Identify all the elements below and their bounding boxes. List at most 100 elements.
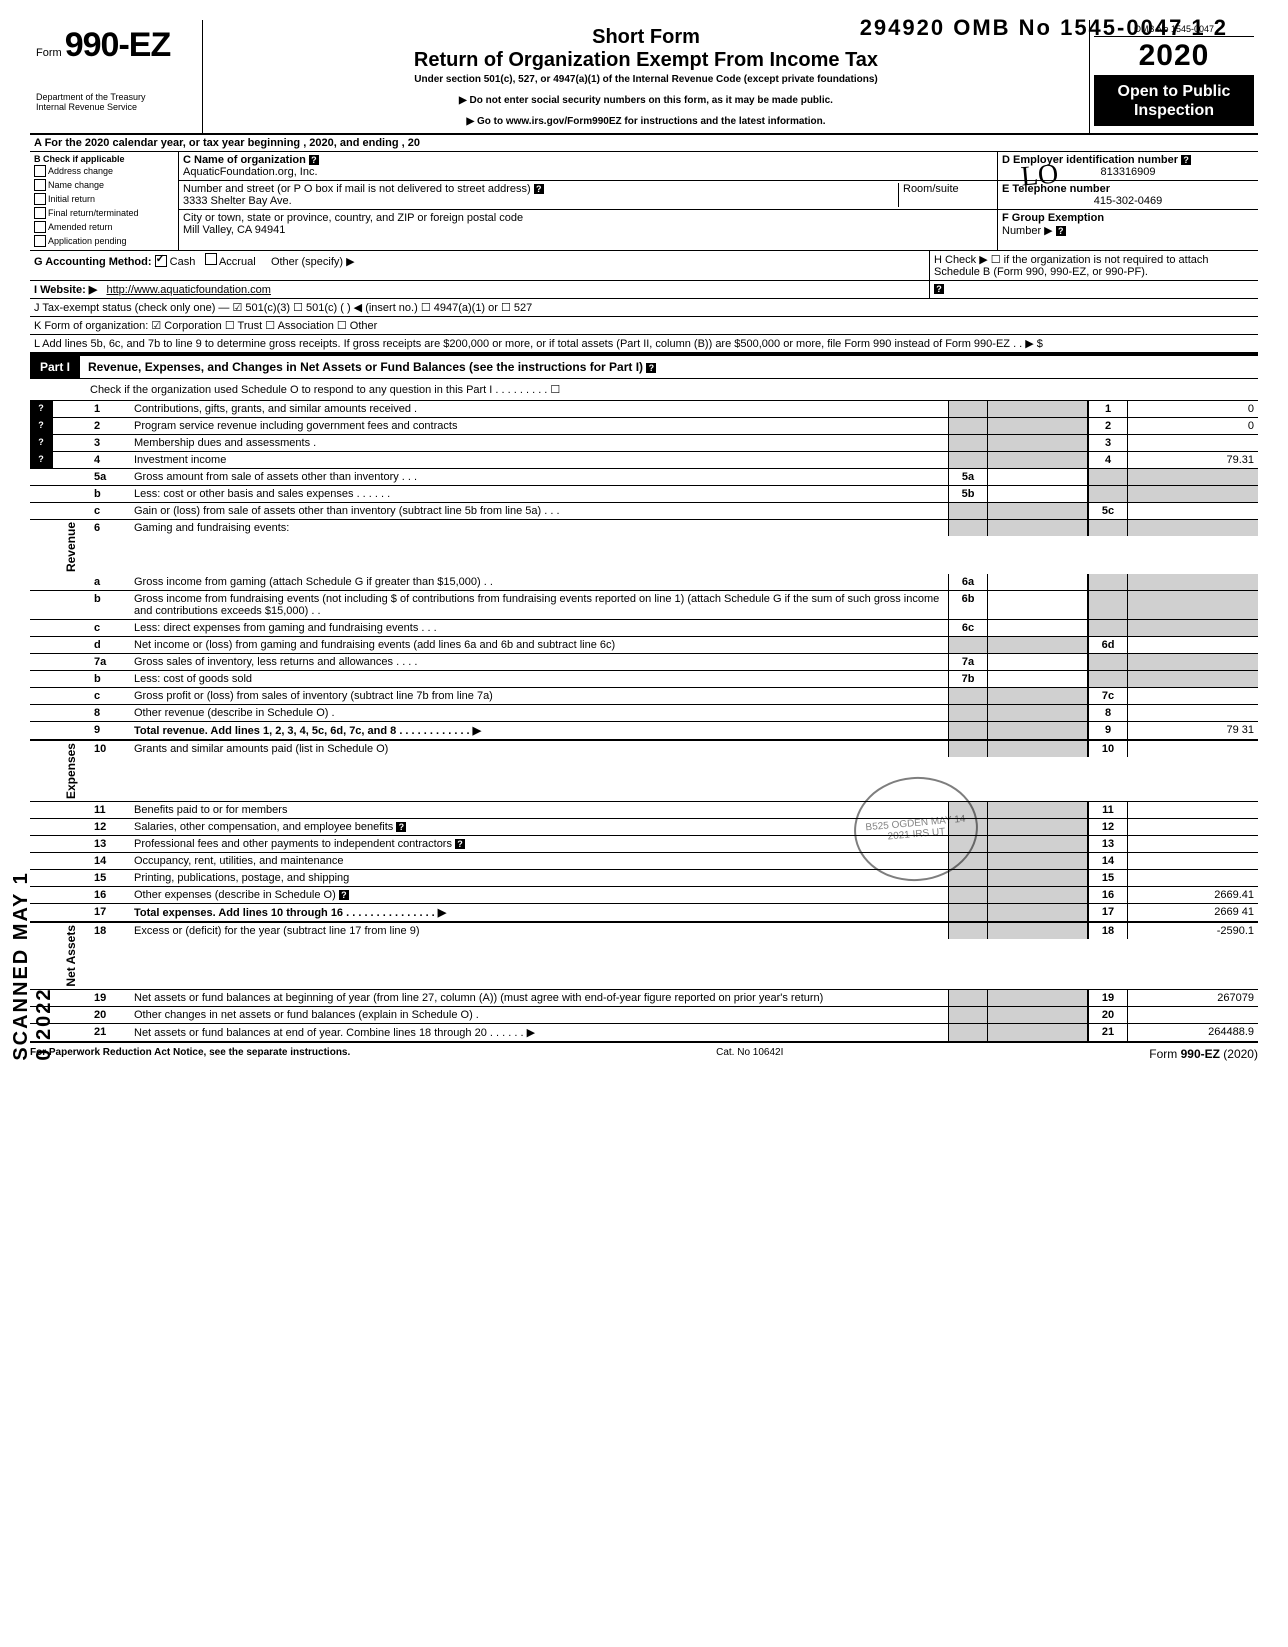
val-4: 79.31: [1128, 452, 1258, 468]
row-2: ? 2 Program service revenue including go…: [30, 418, 1258, 435]
revenue-label: Revenue: [60, 520, 90, 574]
val-11: [1128, 802, 1258, 818]
val-15: [1128, 870, 1258, 886]
chk-accrual[interactable]: [205, 253, 217, 265]
line-j: J Tax-exempt status (check only one) — ☑…: [30, 299, 1258, 317]
top-stamp: 294920 OMB No 1545-0047 1 2: [860, 15, 1228, 41]
footer-right: Form 990-EZ (2020): [1149, 1047, 1258, 1061]
line-l: L Add lines 5b, 6c, and 7b to line 9 to …: [30, 335, 1258, 354]
bcdef-block: B Check if applicable Address change Nam…: [30, 152, 1258, 251]
help-icon: ?: [934, 284, 944, 294]
row-6: Revenue 6 Gaming and fundraising events:: [30, 520, 1258, 574]
row-19: 19 Net assets or fund balances at beginn…: [30, 990, 1258, 1007]
form-number: 990-EZ: [65, 26, 171, 64]
chk-initial-return[interactable]: Initial return: [34, 192, 174, 206]
form-990ez: 294920 OMB No 1545-0047 1 2 LO SCANNED M…: [30, 20, 1258, 1061]
street: 3333 Shelter Bay Ave.: [183, 195, 292, 207]
help-icon: ?: [30, 452, 53, 468]
row-1: ? 1 Contributions, gifts, grants, and si…: [30, 401, 1258, 418]
val-20: [1128, 1007, 1258, 1023]
row-12: 12 Salaries, other compensation, and emp…: [30, 819, 1258, 836]
row-6b: b Gross income from fundraising events (…: [30, 591, 1258, 620]
footer-left: For Paperwork Reduction Act Notice, see …: [30, 1047, 350, 1061]
val-5c: [1128, 503, 1258, 519]
part1-header: Part I Revenue, Expenses, and Changes in…: [30, 354, 1258, 379]
sec-c-addr: Number and street (or P O box if mail is…: [179, 181, 997, 210]
goto-line: ▶ Go to www.irs.gov/Form990EZ for instru…: [213, 116, 1079, 127]
section-b: B Check if applicable Address change Nam…: [30, 152, 179, 250]
row-6c: c Less: direct expenses from gaming and …: [30, 620, 1258, 637]
room-suite: Room/suite: [899, 183, 993, 207]
row-6a: a Gross income from gaming (attach Sched…: [30, 574, 1258, 591]
part1-title: Revenue, Expenses, and Changes in Net As…: [80, 356, 1258, 378]
row-7b: b Less: cost of goods sold 7b: [30, 671, 1258, 688]
help-icon: ?: [455, 839, 465, 849]
netassets-label: Net Assets: [60, 923, 90, 989]
row-14: 14 Occupancy, rent, utilities, and maint…: [30, 853, 1258, 870]
row-5b: b Less: cost or other basis and sales ex…: [30, 486, 1258, 503]
subtitle: Under section 501(c), 527, or 4947(a)(1)…: [213, 74, 1079, 85]
part1-check: Check if the organization used Schedule …: [30, 379, 1258, 401]
val-21: 264488.9: [1128, 1024, 1258, 1041]
sec-b-title: B Check if applicable: [34, 154, 174, 164]
chk-address-change[interactable]: Address change: [34, 164, 174, 178]
help-icon: ?: [309, 155, 319, 165]
dept: Department of the Treasury Internal Reve…: [36, 93, 196, 113]
val-7c: [1128, 688, 1258, 704]
row-9: 9 Total revenue. Add lines 1, 2, 3, 4, 5…: [30, 722, 1258, 741]
line-h-cont: ?: [930, 281, 1258, 298]
row-15: 15 Printing, publications, postage, and …: [30, 870, 1258, 887]
sec-f: F Group Exemption Number ▶ ?: [998, 210, 1258, 239]
val-18: -2590.1: [1128, 923, 1258, 939]
val-14: [1128, 853, 1258, 869]
chk-name-change[interactable]: Name change: [34, 178, 174, 192]
row-18: Net Assets 18 Excess or (deficit) for th…: [30, 923, 1258, 990]
line-g: G Accounting Method: Cash Accrual Other …: [30, 251, 930, 280]
phone: 415-302-0469: [1002, 195, 1254, 207]
help-icon: ?: [30, 418, 53, 434]
chk-amended[interactable]: Amended return: [34, 220, 174, 234]
row-7c: c Gross profit or (loss) from sales of i…: [30, 688, 1258, 705]
part1-tag: Part I: [30, 356, 80, 378]
handwritten-initials: LO: [1019, 158, 1059, 193]
line-a: A For the 2020 calendar year, or tax yea…: [30, 135, 1258, 152]
val-10: [1128, 741, 1258, 757]
return-title: Return of Organization Exempt From Incom…: [213, 49, 1079, 72]
val-16: 2669.41: [1128, 887, 1258, 903]
help-icon: ?: [1056, 226, 1066, 236]
chk-cash[interactable]: [155, 255, 167, 267]
row-5a: 5a Gross amount from sale of assets othe…: [30, 469, 1258, 486]
val-9: 79 31: [1128, 722, 1258, 739]
expenses-label: Expenses: [60, 741, 90, 801]
help-icon: ?: [646, 363, 656, 373]
sec-c-city: City or town, state or province, country…: [179, 210, 997, 238]
website: http://www.aquaticfoundation.com: [106, 284, 270, 296]
row-6d: d Net income or (loss) from gaming and f…: [30, 637, 1258, 654]
row-21: 21 Net assets or fund balances at end of…: [30, 1024, 1258, 1043]
row-16: 16 Other expenses (describe in Schedule …: [30, 887, 1258, 904]
open-to-public: Open to Public Inspection: [1094, 76, 1254, 126]
row-13: 13 Professional fees and other payments …: [30, 836, 1258, 853]
row-4: ? 4 Investment income 4 79.31: [30, 452, 1258, 469]
row-20: 20 Other changes in net assets or fund b…: [30, 1007, 1258, 1024]
header-left: Form 990-EZ Department of the Treasury I…: [30, 20, 203, 133]
row-7a: 7a Gross sales of inventory, less return…: [30, 654, 1258, 671]
row-3: ? 3 Membership dues and assessments . 3: [30, 435, 1258, 452]
section-c: C Name of organization ? AquaticFoundati…: [179, 152, 998, 250]
val-17: 2669 41: [1128, 904, 1258, 921]
val-3: [1128, 435, 1258, 451]
val-6d: [1128, 637, 1258, 653]
line-i: I Website: ▶ http://www.aquaticfoundatio…: [30, 281, 930, 298]
help-icon: ?: [30, 435, 53, 451]
org-name: AquaticFoundation.org, Inc.: [183, 166, 318, 178]
line-k: K Form of organization: ☑ Corporation ☐ …: [30, 317, 1258, 335]
row-10: Expenses 10 Grants and similar amounts p…: [30, 741, 1258, 802]
sec-c-name: C Name of organization ? AquaticFoundati…: [179, 152, 997, 181]
help-icon: ?: [1181, 155, 1191, 165]
chk-app-pending[interactable]: Application pending: [34, 234, 174, 248]
chk-final-return[interactable]: Final return/terminated: [34, 206, 174, 220]
val-12: [1128, 819, 1258, 835]
form-prefix: Form: [36, 47, 62, 59]
help-icon: ?: [534, 184, 544, 194]
row-8: 8 Other revenue (describe in Schedule O)…: [30, 705, 1258, 722]
